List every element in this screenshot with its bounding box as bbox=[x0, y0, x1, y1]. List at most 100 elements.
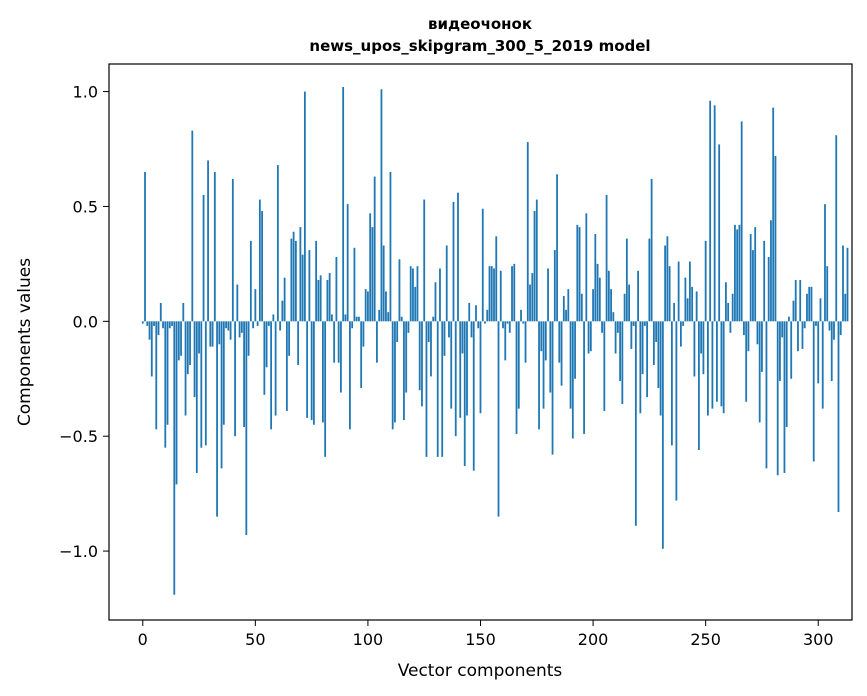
bar bbox=[598, 277, 601, 322]
y-axis-ticks: −1.0 −0.5 0.0 0.5 1.0 bbox=[59, 83, 109, 561]
bar bbox=[285, 321, 288, 411]
bar bbox=[407, 321, 410, 333]
bar bbox=[479, 321, 482, 414]
bar bbox=[256, 321, 259, 326]
bar bbox=[364, 289, 367, 322]
bar bbox=[806, 293, 808, 322]
bar bbox=[709, 100, 712, 322]
bar bbox=[387, 312, 390, 322]
bar bbox=[240, 321, 243, 333]
x-tick-label: 300 bbox=[803, 630, 834, 649]
bar bbox=[218, 321, 221, 345]
bar bbox=[301, 254, 304, 322]
bar bbox=[317, 279, 320, 322]
bar bbox=[164, 321, 167, 448]
bar bbox=[443, 321, 446, 356]
bar bbox=[720, 321, 723, 407]
y-tick-label: 0.5 bbox=[73, 197, 98, 216]
bar bbox=[603, 321, 606, 411]
bar bbox=[459, 321, 462, 418]
bar bbox=[353, 247, 356, 322]
bar bbox=[193, 321, 196, 398]
bar bbox=[335, 256, 338, 322]
bar bbox=[236, 284, 239, 322]
bar bbox=[833, 321, 835, 340]
bar bbox=[495, 236, 498, 322]
bar bbox=[369, 213, 372, 322]
bar bbox=[200, 321, 203, 448]
bar bbox=[513, 263, 516, 322]
bar bbox=[204, 321, 207, 446]
bar bbox=[263, 321, 266, 395]
bar bbox=[704, 240, 707, 322]
bar bbox=[297, 321, 300, 365]
bar bbox=[502, 321, 504, 329]
bar bbox=[189, 321, 191, 365]
bar bbox=[815, 321, 817, 326]
bar bbox=[198, 321, 200, 354]
bar bbox=[173, 321, 176, 595]
bar bbox=[758, 321, 761, 423]
bar bbox=[211, 321, 214, 347]
bar bbox=[367, 291, 369, 322]
bar bbox=[824, 204, 826, 322]
bar bbox=[418, 321, 421, 391]
bar bbox=[276, 165, 279, 322]
bar bbox=[475, 305, 477, 322]
bar bbox=[556, 174, 558, 322]
bar bbox=[716, 321, 718, 402]
bar bbox=[463, 321, 466, 467]
bar bbox=[535, 199, 538, 322]
bar bbox=[315, 240, 318, 322]
bar bbox=[767, 256, 770, 322]
bar bbox=[574, 321, 576, 379]
bar bbox=[646, 321, 649, 398]
bar bbox=[542, 321, 545, 409]
bar bbox=[448, 321, 450, 338]
bar bbox=[231, 178, 234, 322]
bar bbox=[650, 178, 653, 322]
bar bbox=[679, 321, 682, 347]
bar bbox=[569, 321, 572, 409]
bar bbox=[607, 270, 610, 322]
bar bbox=[538, 321, 540, 430]
bar bbox=[761, 321, 763, 372]
bar bbox=[632, 321, 635, 326]
bar bbox=[697, 321, 700, 450]
bar bbox=[549, 321, 552, 393]
bar bbox=[740, 121, 743, 322]
bar bbox=[531, 273, 534, 322]
bar bbox=[477, 321, 480, 329]
bar bbox=[558, 321, 561, 363]
bar bbox=[641, 321, 644, 375]
bar bbox=[657, 321, 660, 388]
bar bbox=[576, 224, 579, 322]
bar bbox=[294, 240, 297, 322]
bar bbox=[776, 321, 779, 476]
bar bbox=[585, 213, 588, 322]
bar bbox=[261, 211, 264, 322]
bar bbox=[702, 321, 705, 375]
bar bbox=[141, 321, 144, 324]
plot-frame bbox=[108, 63, 853, 621]
bar bbox=[166, 321, 169, 425]
bar bbox=[529, 284, 531, 322]
bar bbox=[551, 321, 554, 455]
bar bbox=[312, 321, 315, 425]
bar bbox=[461, 321, 464, 354]
bar bbox=[830, 321, 833, 382]
bar bbox=[445, 245, 448, 322]
bar bbox=[664, 245, 667, 322]
bar bbox=[779, 321, 781, 382]
bar bbox=[306, 321, 309, 418]
bar bbox=[619, 321, 621, 382]
bar bbox=[344, 314, 347, 322]
x-tick-label: 150 bbox=[465, 630, 496, 649]
bar bbox=[472, 321, 475, 471]
bar bbox=[749, 234, 752, 322]
bar bbox=[254, 289, 257, 322]
x-axis-label: Vector components bbox=[398, 661, 563, 681]
bar bbox=[403, 321, 405, 421]
bar bbox=[299, 227, 302, 322]
